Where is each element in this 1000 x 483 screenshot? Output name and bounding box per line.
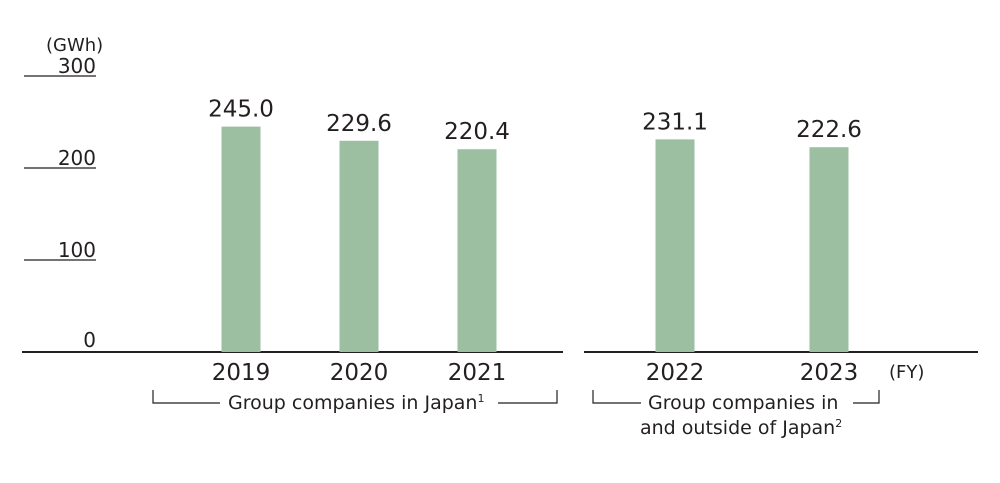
x-tick-label-2019: 2019 — [212, 360, 271, 386]
value-label-2020: 229.6 — [326, 111, 392, 137]
group-label-worldwide-line2: and outside of Japan2 — [640, 417, 842, 439]
bar-2020 — [339, 140, 379, 352]
bracket-left-part — [592, 390, 641, 404]
bar-2022 — [655, 139, 695, 352]
y-tick-label-300: 300 — [58, 54, 96, 78]
y-axis: 300 200 100 0 — [24, 54, 96, 352]
value-label-2019: 245.0 — [208, 97, 274, 123]
x-tick-label-2023: 2023 — [800, 360, 859, 386]
bar-2023 — [809, 147, 849, 352]
value-label-2021: 220.4 — [444, 119, 510, 145]
group-bracket-japan: Group companies in Japan1 — [152, 390, 558, 414]
value-label-2023: 222.6 — [796, 117, 862, 143]
bracket-right-part — [853, 390, 880, 404]
y-tick-label-0: 0 — [83, 328, 96, 352]
y-axis-unit: (GWh) — [46, 35, 103, 56]
x-tick-label-2022: 2022 — [646, 360, 705, 386]
bar-2021 — [457, 149, 497, 352]
group-label-worldwide-line1: Group companies in — [648, 392, 838, 414]
y-tick-label-100: 100 — [58, 238, 96, 262]
value-labels: 245.0 229.6 220.4 231.1 222.6 — [208, 97, 862, 146]
bracket-left-part — [152, 390, 220, 404]
x-axis-unit: (FY) — [889, 362, 924, 383]
bracket-right-part — [498, 390, 558, 404]
group-bracket-worldwide: Group companies in and outside of Japan2 — [592, 390, 880, 439]
bar-2019 — [221, 126, 261, 352]
group-label-japan: Group companies in Japan1 — [228, 392, 484, 414]
value-label-2022: 231.1 — [642, 109, 708, 135]
bars — [221, 126, 849, 352]
x-tick-label-2020: 2020 — [330, 360, 389, 386]
y-tick-label-200: 200 — [58, 146, 96, 170]
x-tick-label-2021: 2021 — [448, 360, 507, 386]
x-axis: 2019 2020 2021 2022 2023 — [212, 360, 859, 386]
